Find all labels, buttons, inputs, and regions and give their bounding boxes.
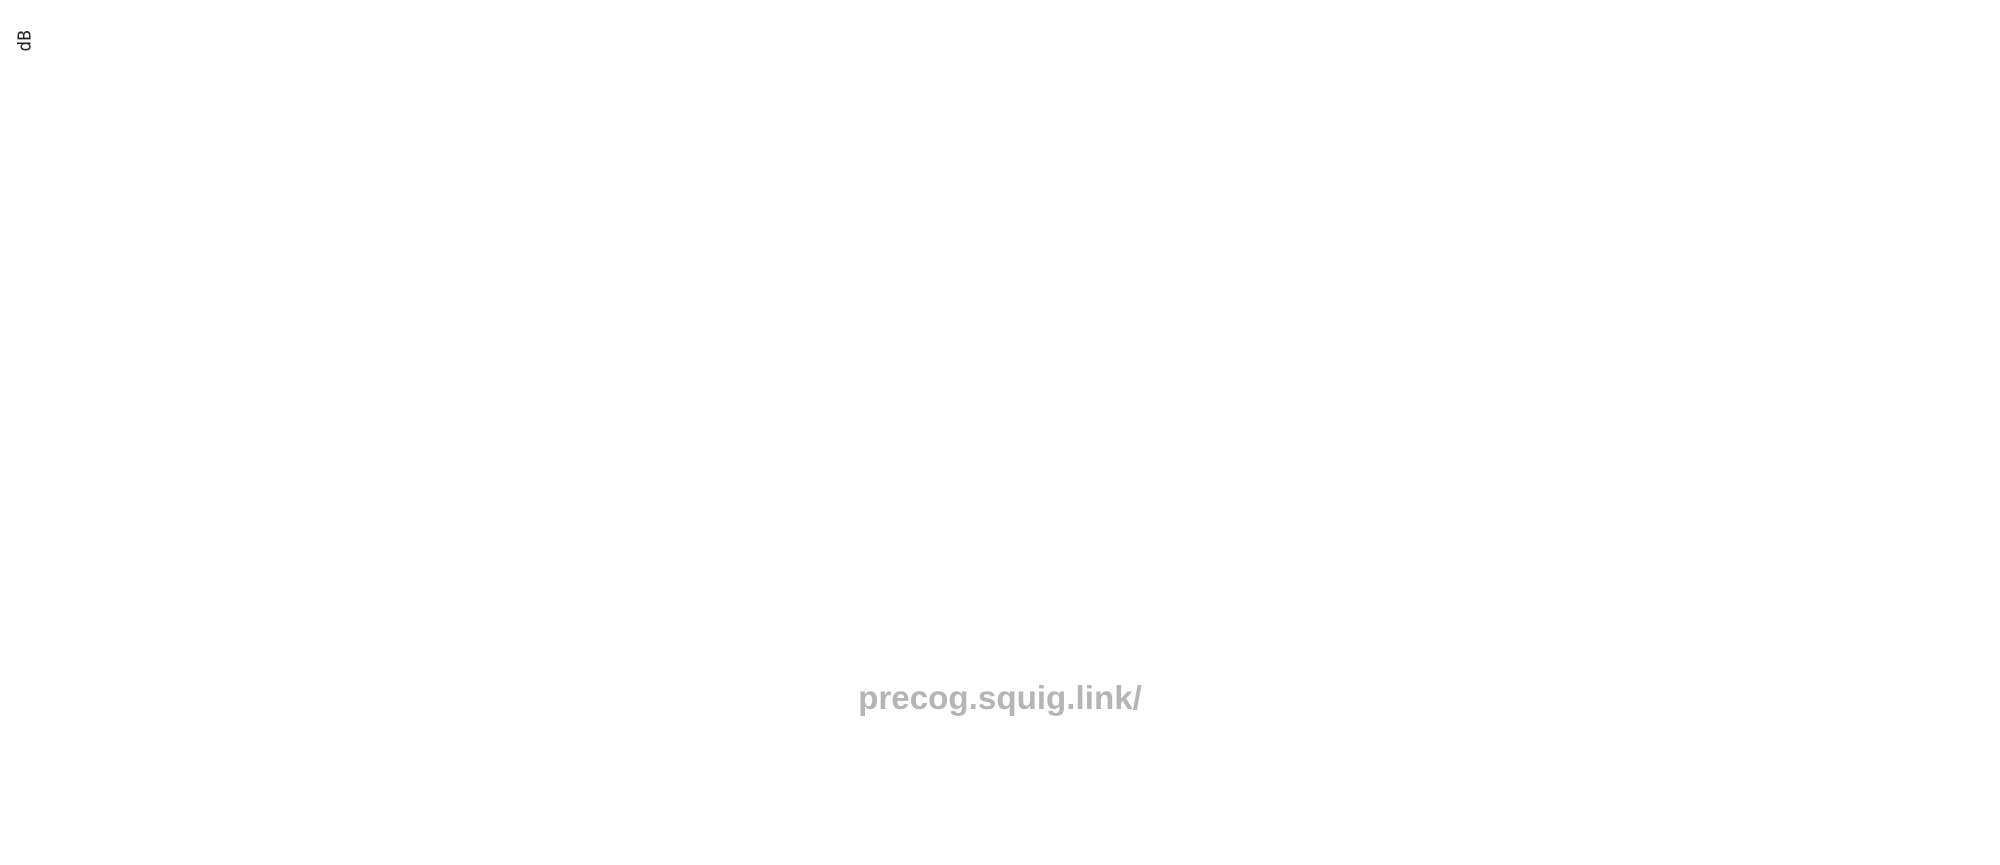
watermark: precog.squig.link/	[858, 680, 1142, 717]
y-axis-label: dB	[15, 30, 36, 51]
labels: dB precog.squig.link/	[15, 30, 1142, 717]
